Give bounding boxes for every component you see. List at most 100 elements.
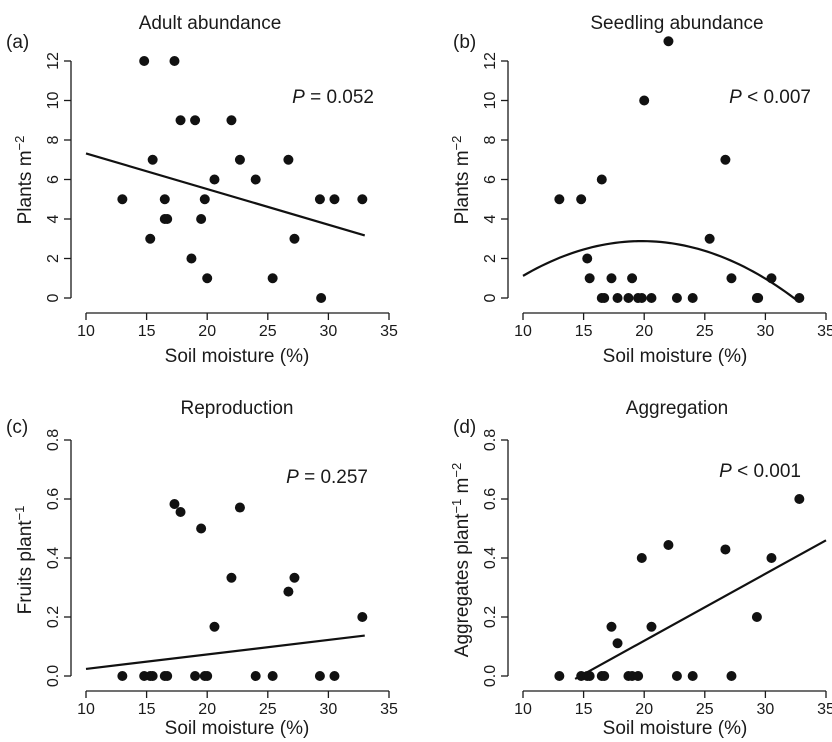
y-tick-label: 4 <box>482 214 499 223</box>
y-tick-label: 0.2 <box>45 606 62 628</box>
data-point <box>202 671 213 681</box>
data-point <box>633 671 644 681</box>
x-tick-label: 10 <box>514 701 532 718</box>
data-point <box>234 502 245 513</box>
data-point <box>646 293 657 303</box>
y-axis-title-text-2: m <box>452 478 473 499</box>
x-tick-label: 25 <box>259 323 277 340</box>
data-point <box>250 174 261 185</box>
data-point <box>267 273 278 284</box>
x-tick-label: 30 <box>320 323 338 340</box>
data-point <box>623 293 634 303</box>
y-tick-label: 0.4 <box>45 547 62 569</box>
y-axis-title-text: Plants m <box>15 150 36 224</box>
y-tick-label: 6 <box>45 175 62 184</box>
data-point <box>576 194 587 205</box>
x-tick-label: 10 <box>77 701 95 718</box>
y-axis-title: Aggregates plant−1 m−2 <box>449 463 473 657</box>
x-tick-label: 10 <box>77 323 95 340</box>
y-axis-title-text: Aggregates plant <box>452 513 473 657</box>
y-tick-label: 12 <box>482 52 499 70</box>
panel-a: Adult abundance (a) 0 2 4 6 8 10 12 10 15 20 25 30 35 S… <box>6 13 398 367</box>
data-point <box>169 499 180 510</box>
data-point <box>646 621 657 632</box>
data-point <box>584 671 595 681</box>
p-value-text: < 0.007 <box>742 87 811 108</box>
data-point <box>147 154 158 165</box>
p-value-text: = 0.052 <box>305 87 374 108</box>
y-axis-title-text: Fruits plant <box>15 520 36 615</box>
y-tick-label: 0.8 <box>45 429 62 451</box>
data-point <box>357 612 368 622</box>
panel-title: Seedling abundance <box>590 13 763 34</box>
data-point <box>190 115 201 126</box>
y-axis-title: Fruits plant−1 <box>12 506 36 615</box>
x-tick-label: 20 <box>635 323 653 340</box>
p-value-text: < 0.001 <box>732 461 801 482</box>
data-point <box>639 95 650 106</box>
y-tick-label: 0.0 <box>45 665 62 687</box>
regression-line <box>574 539 827 680</box>
p-value-annotation: P < 0.001 <box>719 461 801 482</box>
data-point <box>145 233 156 244</box>
regression-line <box>85 634 365 671</box>
data-point <box>175 115 186 126</box>
panel-letter: (d) <box>453 417 476 438</box>
panel-b: Seedling abundance (b) 0 2 4 6 8 10 12 10 15 20 25 30… <box>449 13 832 367</box>
y-tick-label: 10 <box>45 92 62 110</box>
panel-title: Reproduction <box>180 398 293 419</box>
data-point <box>199 194 210 205</box>
p-value-annotation: P = 0.052 <box>292 87 374 108</box>
y-tick-label: 8 <box>482 135 499 144</box>
data-point <box>687 671 698 681</box>
data-point <box>687 293 698 303</box>
y-tick-label: 6 <box>482 175 499 184</box>
data-point <box>606 273 617 284</box>
data-point <box>190 671 201 681</box>
data-point <box>147 671 158 681</box>
data-point <box>663 36 674 47</box>
data-point <box>751 612 762 622</box>
x-tick-label: 35 <box>380 701 398 718</box>
y-tick-label: 0.6 <box>45 488 62 510</box>
data-point <box>186 253 197 264</box>
data-point <box>599 671 610 681</box>
y-tick-label: 4 <box>45 214 62 223</box>
x-tick-label: 30 <box>320 701 338 718</box>
data-point <box>636 293 647 303</box>
data-point <box>606 621 617 632</box>
y-axis-title-text: Plants m <box>452 150 473 224</box>
data-point <box>726 273 737 284</box>
y-tick-label: 0.4 <box>482 547 499 569</box>
y-tick-label: 0.6 <box>482 488 499 510</box>
data-point <box>766 273 777 284</box>
x-axis-title: Soil moisture (%) <box>603 718 748 739</box>
data-point <box>582 253 593 264</box>
x-axis-title: Soil moisture (%) <box>603 346 748 367</box>
p-value-symbol: P <box>292 87 305 108</box>
data-point <box>599 293 610 303</box>
data-point <box>175 506 186 517</box>
data-point <box>234 154 245 165</box>
data-point <box>726 671 737 681</box>
data-point <box>267 671 278 681</box>
x-axis-title: Soil moisture (%) <box>165 346 310 367</box>
y-axis-title-superscript: −1 <box>12 506 27 521</box>
data-point <box>612 638 623 649</box>
data-point <box>720 154 731 165</box>
x-tick-label: 10 <box>514 323 532 340</box>
p-value-annotation: P < 0.007 <box>729 87 811 108</box>
data-point <box>357 194 368 205</box>
data-point <box>314 194 325 205</box>
data-point <box>226 115 237 126</box>
data-point <box>671 293 682 303</box>
panel-letter: (b) <box>453 32 476 53</box>
data-point <box>627 273 638 284</box>
y-tick-label: 8 <box>45 135 62 144</box>
data-point <box>162 214 173 224</box>
data-point <box>196 523 207 534</box>
panel-title: Adult abundance <box>139 13 282 34</box>
y-tick-label: 0 <box>45 293 62 302</box>
data-point <box>671 671 682 681</box>
